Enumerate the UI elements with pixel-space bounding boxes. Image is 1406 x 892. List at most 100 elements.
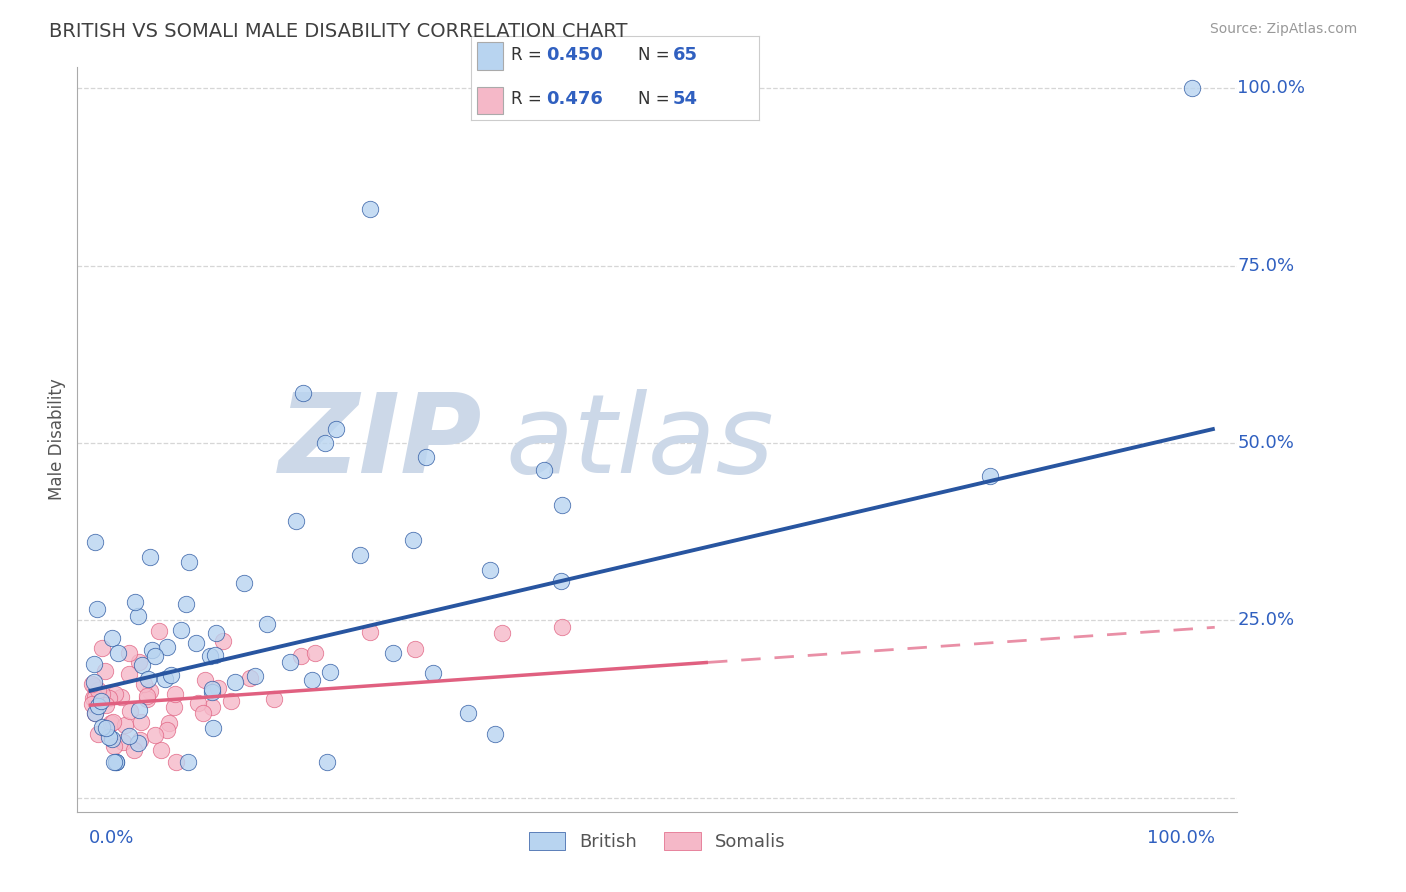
Text: 0.450: 0.450 (546, 45, 603, 63)
Point (104, 755, 127, 769)
Point (979, 469, 1001, 483)
Point (551, 498, 574, 512)
Point (136, 690, 159, 704)
Point (100, 731, 122, 746)
Point (187, 696, 209, 710)
Point (402, 533, 425, 547)
Point (359, 625, 381, 640)
Point (550, 620, 572, 634)
Point (139, 684, 162, 698)
Point (550, 574, 572, 588)
Point (94, 698, 117, 713)
Text: atlas: atlas (505, 389, 773, 496)
Point (103, 739, 125, 753)
Point (484, 727, 506, 741)
Point (201, 721, 224, 735)
Point (325, 422, 347, 436)
Point (131, 658, 153, 673)
Point (291, 386, 314, 401)
Point (256, 617, 278, 632)
Point (118, 730, 141, 744)
Point (90, 687, 112, 701)
Text: 50.0%: 50.0% (1237, 434, 1294, 452)
Point (243, 669, 266, 683)
Point (193, 706, 215, 721)
Point (304, 646, 326, 660)
Point (100, 715, 122, 730)
Point (184, 636, 207, 650)
Point (479, 563, 502, 577)
FancyBboxPatch shape (477, 87, 503, 114)
Point (83, 706, 105, 720)
Point (82, 690, 104, 705)
Y-axis label: Male Disability: Male Disability (48, 378, 66, 500)
Point (149, 742, 172, 756)
Text: R =: R = (512, 90, 543, 108)
Point (96, 722, 118, 736)
Point (316, 755, 339, 769)
Point (82, 677, 104, 691)
Point (211, 634, 233, 648)
Point (127, 609, 149, 624)
Text: 75.0%: 75.0% (1237, 257, 1295, 275)
Point (104, 755, 127, 769)
Point (170, 623, 193, 637)
Point (415, 450, 437, 464)
Point (155, 723, 177, 737)
Point (134, 677, 156, 691)
Point (359, 202, 381, 216)
Point (179, 555, 201, 569)
Text: 54: 54 (672, 90, 697, 108)
Point (148, 624, 170, 639)
Point (128, 703, 150, 717)
Point (1181, 81, 1204, 95)
Point (86, 699, 108, 714)
Point (263, 692, 285, 706)
Point (162, 699, 184, 714)
Point (156, 640, 179, 655)
Point (381, 646, 404, 660)
Point (177, 755, 200, 769)
Point (91, 641, 114, 656)
Point (104, 687, 127, 701)
Point (87, 727, 110, 741)
Point (101, 714, 124, 729)
Point (404, 642, 426, 657)
Point (112, 735, 135, 749)
Point (165, 687, 187, 701)
Point (128, 732, 150, 747)
Point (128, 655, 150, 669)
Point (198, 649, 221, 664)
Point (285, 514, 308, 528)
Point (314, 435, 336, 450)
Point (84, 706, 107, 720)
Point (83, 679, 105, 693)
Text: N =: N = (638, 45, 669, 63)
Point (205, 626, 228, 640)
Point (90, 694, 112, 708)
Point (141, 642, 163, 657)
Point (533, 463, 555, 477)
Point (139, 549, 162, 564)
Point (80, 697, 103, 711)
Text: 25.0%: 25.0% (1237, 611, 1295, 629)
Point (157, 716, 180, 731)
Point (201, 699, 224, 714)
Point (83, 535, 105, 549)
Point (301, 673, 323, 687)
Text: BRITISH VS SOMALI MALE DISABILITY CORRELATION CHART: BRITISH VS SOMALI MALE DISABILITY CORREL… (49, 22, 627, 41)
Point (103, 755, 125, 769)
Point (118, 704, 141, 718)
Text: 100.0%: 100.0% (1237, 79, 1305, 97)
Point (122, 743, 145, 757)
FancyBboxPatch shape (477, 42, 503, 70)
Point (93, 664, 115, 678)
Text: 0.0%: 0.0% (89, 830, 134, 847)
Point (224, 675, 246, 690)
Text: 100.0%: 100.0% (1147, 830, 1215, 847)
Point (422, 666, 444, 681)
Point (201, 685, 224, 699)
Point (143, 648, 166, 663)
Point (457, 706, 479, 721)
Point (165, 755, 187, 769)
